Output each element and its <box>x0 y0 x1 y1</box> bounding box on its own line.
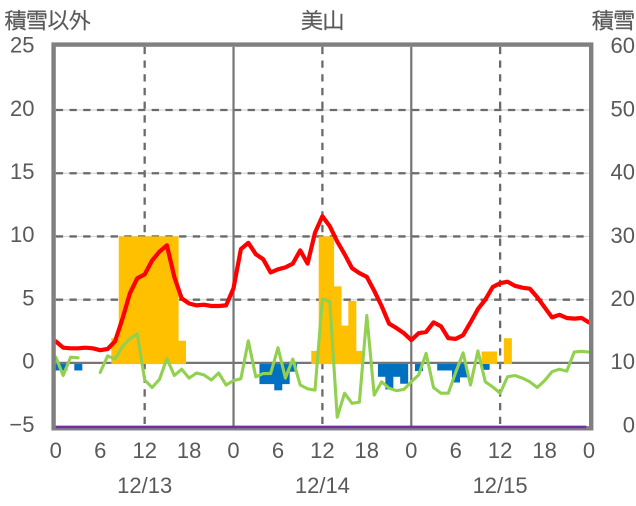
svg-text:12/13: 12/13 <box>117 473 172 498</box>
svg-text:12: 12 <box>488 438 512 463</box>
svg-text:30: 30 <box>611 223 635 248</box>
svg-text:12: 12 <box>310 438 334 463</box>
svg-text:25: 25 <box>10 33 34 58</box>
svg-text:12/15: 12/15 <box>473 473 528 498</box>
svg-text:60: 60 <box>611 33 635 58</box>
svg-text:12: 12 <box>132 438 156 463</box>
svg-text:6: 6 <box>94 438 106 463</box>
svg-text:0: 0 <box>50 438 62 463</box>
svg-text:0: 0 <box>405 438 417 463</box>
svg-text:−5: −5 <box>9 412 34 437</box>
svg-text:6: 6 <box>450 438 462 463</box>
svg-text:50: 50 <box>611 96 635 121</box>
svg-text:10: 10 <box>10 222 34 247</box>
svg-text:20: 20 <box>10 96 34 121</box>
svg-text:0: 0 <box>227 438 239 463</box>
svg-text:12/14: 12/14 <box>295 473 350 498</box>
svg-text:20: 20 <box>611 286 635 311</box>
svg-text:18: 18 <box>177 438 201 463</box>
svg-text:6: 6 <box>272 438 284 463</box>
svg-text:18: 18 <box>532 438 556 463</box>
svg-text:15: 15 <box>10 159 34 184</box>
svg-text:0: 0 <box>583 438 595 463</box>
svg-text:10: 10 <box>611 349 635 374</box>
svg-text:0: 0 <box>22 349 34 374</box>
svg-text:0: 0 <box>623 412 635 437</box>
svg-text:5: 5 <box>22 286 34 311</box>
svg-text:18: 18 <box>355 438 379 463</box>
svg-text:40: 40 <box>611 160 635 185</box>
